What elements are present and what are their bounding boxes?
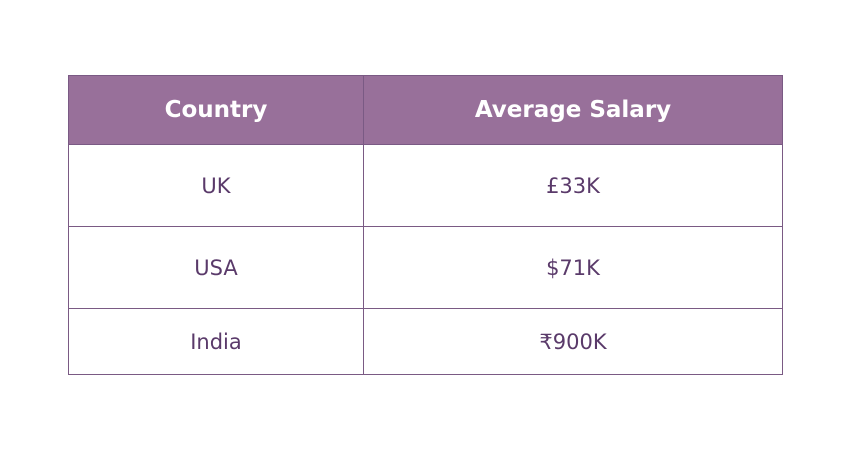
cell-country: USA (68, 226, 364, 309)
cell-country: India (68, 308, 364, 375)
table-row: USA $71K (68, 226, 783, 309)
cell-country: UK (68, 144, 364, 227)
salary-table: Country Average Salary UK £33K USA $71K … (68, 75, 783, 375)
table-header: Country Average Salary (68, 75, 783, 145)
header-row: Country Average Salary (68, 75, 783, 145)
table-body: UK £33K USA $71K India ₹900K (68, 144, 783, 375)
header-country: Country (68, 75, 364, 145)
cell-salary: ₹900K (363, 308, 783, 375)
cell-salary: $71K (363, 226, 783, 309)
cell-salary: £33K (363, 144, 783, 227)
header-average-salary: Average Salary (363, 75, 783, 145)
table-row: UK £33K (68, 144, 783, 227)
table-row: India ₹900K (68, 308, 783, 375)
